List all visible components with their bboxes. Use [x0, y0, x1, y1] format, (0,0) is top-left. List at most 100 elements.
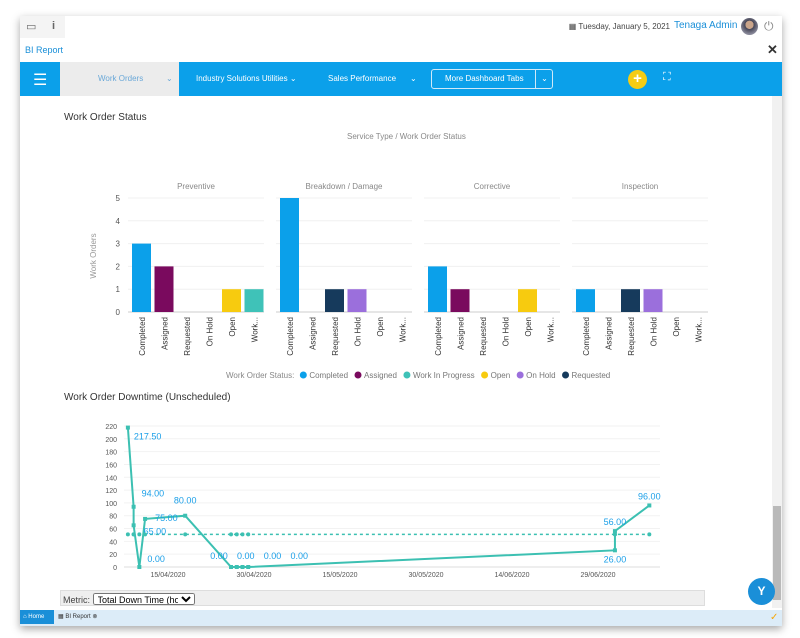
section-title: Work Order Downtime (Unscheduled): [64, 392, 231, 403]
tab-industry-solutions[interactable]: Industry Solutions Utilities ⌄: [196, 62, 297, 96]
data-label: 94.00: [142, 489, 165, 499]
more-dashboard-tabs-button[interactable]: More Dashboard Tabs ⌄: [431, 69, 553, 89]
avatar[interactable]: [741, 18, 758, 35]
average-point: [125, 532, 130, 537]
power-icon[interactable]: ⏻: [764, 19, 774, 33]
fullscreen-icon[interactable]: ⛶: [663, 71, 671, 83]
x-tick-label: On Hold: [650, 317, 659, 346]
chevron-down-icon[interactable]: ⌄: [535, 70, 553, 88]
data-label: 217.50: [134, 432, 162, 442]
data-label: 0.00: [264, 551, 282, 561]
window-title: BI Report: [25, 45, 64, 55]
bar-completed: [132, 243, 151, 312]
y-tick-label: 140: [105, 475, 117, 482]
x-tick-label: Requested: [627, 317, 636, 356]
x-tick-label: 15/05/2020: [322, 572, 357, 579]
legend-marker: [299, 371, 307, 379]
legend-marker: [562, 371, 570, 379]
x-tick-label: On Hold: [206, 317, 215, 346]
legend-item: Completed: [309, 371, 348, 380]
x-tick-label: 14/06/2020: [494, 572, 529, 579]
y-tick-label: 3: [116, 240, 121, 249]
x-tick-label: Completed: [286, 317, 295, 356]
close-icon[interactable]: ✕: [767, 42, 778, 57]
x-tick-label: 15/04/2020: [150, 572, 185, 579]
average-point: [131, 532, 136, 537]
x-tick-label: 30/04/2020: [236, 572, 271, 579]
panel-title: Breakdown / Damage: [306, 182, 383, 191]
downtime-chart: 0 20 40 60 80 100 120 140 160 180 200 220 15/04/2020…: [105, 424, 661, 579]
folder-icon[interactable]: ▭: [26, 21, 37, 33]
data-label: 0.00: [237, 551, 255, 561]
tab-label: Sales Performance: [328, 74, 397, 83]
tab-sales-performance[interactable]: Sales Performance ⌄: [328, 62, 418, 96]
x-tick-label: Requested: [183, 317, 192, 356]
data-label: 80.00: [174, 496, 197, 506]
legend-item: Requested: [572, 371, 611, 380]
downtime-line: [126, 427, 650, 568]
taskbar: ⌂ Home ▦ BI Report ⊗: [20, 610, 782, 626]
average-point: [183, 532, 188, 537]
x-tick-label: Requested: [331, 317, 340, 356]
x-tick-label: Requested: [479, 317, 488, 356]
bar-open: [518, 289, 537, 312]
y-tick-label: 40: [109, 539, 117, 546]
x-tick-label: Open: [228, 317, 237, 337]
y-tick-label: 2: [116, 262, 121, 271]
x-tick-label: Open: [524, 317, 533, 337]
x-tick-label: Assigned: [161, 317, 170, 350]
data-point: [234, 565, 239, 569]
average-point: [612, 532, 617, 537]
data-label: 75.00: [155, 513, 178, 523]
y-tick-label: 5: [116, 194, 121, 203]
data-point: [131, 504, 136, 509]
bar-on-hold: [347, 289, 367, 312]
average-point: [647, 532, 652, 537]
add-button[interactable]: +: [628, 70, 647, 89]
x-tick-label: Open: [376, 317, 385, 337]
assistant-button[interactable]: Y: [748, 578, 775, 605]
x-tick-label: 30/05/2020: [408, 572, 443, 579]
y-tick-label: 160: [105, 462, 117, 469]
x-tick-label: Work...: [399, 317, 408, 342]
data-point: [647, 503, 652, 508]
user-name[interactable]: Tenaga Admin: [674, 20, 738, 31]
home-tab[interactable]: ⌂ Home: [20, 610, 54, 624]
data-label: 65.00: [144, 526, 167, 536]
date-text: Tuesday, January 5, 2021: [578, 22, 670, 31]
bar-requested: [325, 289, 344, 312]
chevron-down-icon[interactable]: ⌄: [166, 74, 173, 83]
metric-select[interactable]: Total Down Time (hours): [92, 593, 195, 605]
data-point: [229, 565, 234, 569]
bar-work-in-progress: [244, 289, 264, 312]
x-tick-label: Assigned: [605, 317, 614, 350]
data-point: [612, 548, 617, 553]
legend-marker: [354, 371, 362, 379]
bar-assigned: [450, 289, 470, 312]
metric-bar: Metric: Total Down Time (hours): [60, 590, 705, 606]
y-tick-label: 80: [109, 514, 117, 521]
tab-label: Work Orders: [98, 74, 144, 83]
data-label: 96.00: [638, 491, 661, 501]
y-tick-label: 1: [116, 285, 121, 294]
x-tick-label: On Hold: [502, 317, 511, 346]
menu-icon[interactable]: ☰: [33, 72, 48, 89]
bar-completed: [576, 289, 595, 312]
bi-report-tab[interactable]: ▦ BI Report ⊗: [58, 614, 98, 620]
more-label: More Dashboard Tabs: [445, 74, 524, 83]
scrollbar[interactable]: [772, 96, 782, 608]
data-label: 26.00: [604, 554, 627, 564]
top-bar: ▭ i ▦ Tuesday, January 5, 2021 Tenaga Ad…: [20, 16, 782, 38]
data-point: [183, 513, 188, 518]
tab-label: Industry Solutions Utilities: [196, 74, 288, 83]
data-point: [137, 565, 142, 569]
tab-work-orders[interactable]: Work Orders ⌄: [60, 62, 179, 96]
scrollbar-thumb[interactable]: [773, 506, 781, 600]
average-point: [137, 532, 142, 537]
y-tick-label: 220: [105, 424, 117, 431]
legend-item: Assigned: [364, 371, 397, 380]
data-label: 0.00: [290, 551, 308, 561]
dashboard-nav: ☰ Work Orders ⌄ Industry Solutions Utilit…: [20, 62, 782, 96]
info-icon[interactable]: i: [52, 20, 56, 32]
legend-marker: [403, 371, 411, 379]
